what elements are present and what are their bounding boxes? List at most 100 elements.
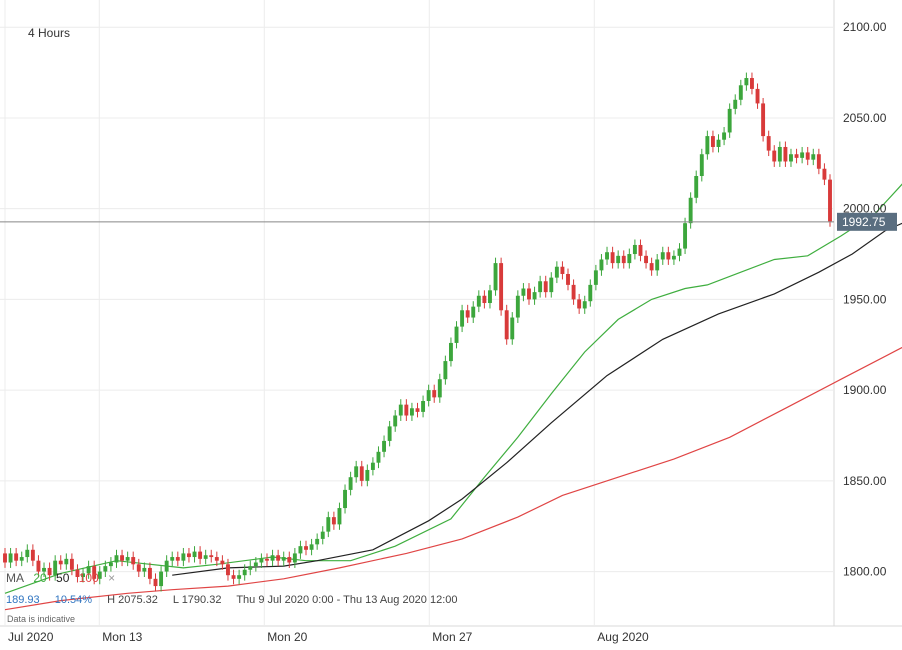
candle-body (655, 259, 660, 271)
candle-body (343, 489, 347, 509)
candle-body (476, 295, 481, 307)
candle-body (304, 546, 308, 550)
change-value: 189.93 (6, 594, 40, 606)
candle-body (421, 401, 426, 412)
price-axis-bg (834, 0, 902, 650)
price-axis: 1800.00 1850.00 1900.00 1950.00 2000.00 2050.… (0, 20, 897, 579)
candle-body (187, 553, 191, 558)
candle-body (549, 277, 554, 293)
candle-body (270, 555, 275, 561)
candle-body (326, 517, 331, 532)
candle-body (214, 557, 219, 561)
candle-body (582, 301, 587, 309)
timeframe-label[interactable]: 4 Hours (28, 26, 71, 40)
candle-body (805, 152, 810, 160)
candle-body (114, 555, 119, 563)
stats-bar: 189.93 10.54% H 2075.32 L 1790.32 Thu 9 … (6, 594, 470, 606)
candle-body (649, 263, 654, 271)
candle-body (783, 146, 788, 162)
candle-body (755, 88, 760, 104)
candle-body (86, 566, 91, 574)
candle-body (621, 255, 626, 264)
candle-body (521, 288, 526, 296)
candle-body (175, 557, 180, 561)
candle-body (276, 555, 281, 561)
candle-body (226, 564, 230, 576)
candle-body (348, 477, 353, 490)
candle-body (460, 310, 465, 327)
candle-body (705, 136, 710, 155)
candle-body (632, 244, 637, 255)
candle-body (376, 451, 381, 463)
candle-body (153, 578, 158, 587)
candle-body (766, 136, 771, 151)
candle-body (47, 567, 52, 576)
candle-body (415, 408, 420, 412)
candle-body (75, 569, 80, 578)
ma-label[interactable]: MA (6, 571, 24, 585)
price-tick-label: 2100.00 (843, 20, 887, 34)
candle-body (554, 266, 559, 278)
price-tick-label: 1800.00 (843, 565, 887, 579)
candle-body (42, 567, 46, 572)
candle-body (365, 469, 370, 481)
candle-body (220, 560, 225, 565)
time-tick-label: Mon 13 (102, 630, 142, 644)
high-value: H 2075.32 (107, 594, 158, 606)
candle-body (198, 551, 203, 559)
candle-body (722, 132, 727, 140)
candle-body (14, 553, 19, 561)
candle-body (482, 295, 487, 304)
candle-body (108, 562, 113, 567)
candle-body (136, 564, 141, 572)
candle-body (382, 440, 387, 452)
candle-body (499, 263, 504, 311)
candle-body (103, 566, 108, 572)
candle-body (181, 553, 186, 561)
candle-body (710, 136, 715, 147)
close-icon[interactable]: × (108, 571, 116, 585)
data-note: Data is indicative (7, 614, 76, 624)
candle-body (242, 569, 247, 576)
candle-body (571, 284, 576, 300)
candle-body (761, 103, 766, 137)
candle-body (683, 223, 688, 249)
candle-body (605, 252, 609, 260)
ma50-period[interactable]: 50 (56, 571, 70, 585)
candle-body (404, 404, 409, 416)
candle-body (566, 273, 570, 285)
candle-body (309, 544, 314, 550)
candle-body (147, 567, 152, 579)
candle-body (370, 462, 375, 470)
price-tick-label: 2000.00 (843, 202, 887, 216)
current-price-label: 1992.75 (842, 215, 886, 229)
candle-body (454, 326, 459, 343)
candle-body (292, 553, 297, 563)
ma-line-ma50 (172, 222, 902, 576)
candle-body (25, 549, 30, 558)
candle-body (448, 342, 453, 362)
candle-body (538, 281, 543, 293)
candle-body (337, 508, 342, 525)
candle-body (315, 538, 320, 545)
candle-body (298, 546, 303, 554)
candle-body (666, 252, 671, 260)
candle-body (437, 379, 442, 398)
candles (3, 72, 832, 592)
candle-body (92, 566, 97, 579)
candle-body (699, 154, 704, 177)
candle-body (320, 531, 325, 539)
candle-body (543, 281, 548, 293)
time-tick-label: Jul 2020 (8, 630, 54, 644)
candle-body (532, 292, 537, 300)
candle-body (688, 197, 693, 224)
time-tick-label: Mon 20 (267, 630, 307, 644)
candle-body (772, 150, 777, 162)
candle-body (203, 555, 208, 559)
ma100-period[interactable]: 100 (78, 571, 99, 585)
ma20-period[interactable]: 20 (33, 571, 47, 585)
candle-body (822, 168, 827, 180)
candle-body (81, 573, 85, 578)
candle-body (443, 361, 448, 380)
